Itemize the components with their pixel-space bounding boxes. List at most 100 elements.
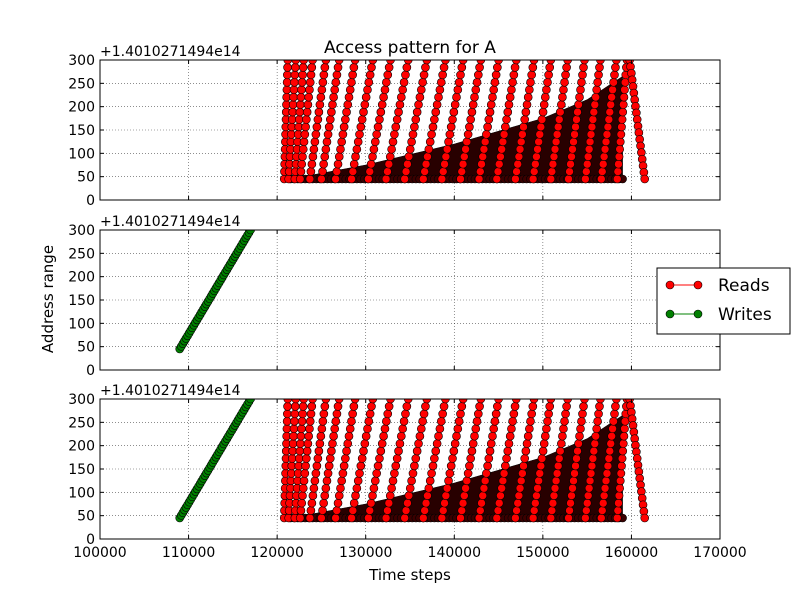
reads-point bbox=[456, 70, 465, 80]
reads-point bbox=[332, 70, 342, 80]
reads-point bbox=[347, 78, 356, 87]
reads-point bbox=[565, 506, 574, 515]
subplot-middle: 0 50 100 150 200 250 300 +1.4010271494e14 bbox=[68, 214, 721, 379]
reads-point bbox=[538, 446, 548, 456]
reads-point bbox=[523, 431, 533, 441]
reads-point bbox=[442, 483, 452, 493]
reads-point bbox=[309, 144, 319, 154]
reads-point bbox=[591, 92, 601, 102]
reads-point bbox=[329, 431, 338, 441]
reads-point bbox=[468, 100, 478, 109]
reads-point bbox=[546, 60, 556, 65]
reads-point bbox=[380, 85, 390, 95]
y-tick-label: 250 bbox=[68, 415, 95, 431]
reads-point bbox=[424, 483, 434, 493]
reads-point bbox=[595, 63, 604, 72]
reads-point bbox=[313, 454, 323, 463]
reads-point bbox=[428, 122, 438, 132]
reads-point bbox=[392, 454, 402, 463]
reads-point bbox=[319, 409, 329, 419]
reads-point bbox=[533, 144, 542, 154]
reads-point bbox=[319, 498, 328, 508]
reads-point bbox=[357, 454, 367, 463]
reads-point bbox=[614, 491, 624, 500]
reads-point bbox=[441, 491, 451, 500]
reads-point bbox=[552, 469, 562, 478]
reads-point bbox=[574, 100, 583, 109]
reads-point bbox=[306, 70, 316, 80]
reads-point bbox=[364, 513, 373, 523]
reads-point bbox=[298, 144, 308, 154]
reads-point bbox=[607, 431, 616, 441]
reads-point bbox=[582, 498, 592, 508]
reads-point bbox=[348, 70, 357, 80]
reads-point bbox=[614, 152, 624, 161]
reads-point bbox=[391, 461, 401, 471]
reads-point bbox=[514, 152, 524, 161]
reads-point bbox=[587, 461, 597, 471]
reads-point bbox=[360, 100, 370, 109]
reads-point bbox=[493, 63, 502, 72]
reads-point bbox=[462, 476, 472, 486]
reads-point bbox=[328, 100, 337, 109]
reads-point bbox=[295, 513, 305, 523]
reads-point bbox=[359, 107, 368, 117]
reads-point bbox=[525, 424, 534, 434]
reads-point bbox=[349, 159, 359, 169]
reads-point bbox=[561, 70, 570, 80]
reads-point bbox=[526, 417, 535, 426]
reads-point bbox=[296, 431, 306, 441]
reads-point bbox=[322, 476, 332, 486]
reads-point bbox=[619, 439, 628, 448]
reads-point bbox=[612, 513, 622, 523]
reads-point bbox=[597, 174, 606, 184]
reads-point bbox=[349, 498, 359, 508]
reads-point bbox=[491, 70, 501, 80]
reads-point bbox=[580, 399, 589, 404]
reads-point bbox=[384, 402, 394, 411]
reads-point bbox=[297, 159, 307, 169]
reads-point bbox=[403, 159, 412, 169]
reads-point bbox=[419, 409, 429, 419]
reads-point bbox=[424, 144, 434, 154]
reads-point bbox=[476, 60, 486, 65]
reads-point bbox=[582, 167, 591, 176]
reads-point bbox=[437, 174, 447, 184]
reads-point bbox=[305, 174, 315, 184]
reads-point bbox=[600, 144, 610, 154]
reads-point bbox=[583, 152, 593, 161]
reads-point bbox=[288, 439, 298, 448]
reads-point bbox=[494, 159, 504, 169]
reads-point bbox=[372, 130, 381, 139]
reads-point bbox=[605, 446, 615, 456]
reads-point bbox=[546, 399, 556, 404]
reads-point bbox=[614, 159, 623, 169]
reads-point bbox=[569, 476, 578, 486]
reads-point bbox=[342, 446, 351, 456]
reads-point bbox=[405, 483, 415, 493]
x-tick-label: 100000 bbox=[73, 545, 126, 561]
reads-point bbox=[400, 174, 409, 184]
reads-point bbox=[282, 417, 292, 426]
reads-point bbox=[574, 439, 583, 448]
reads-point bbox=[288, 107, 297, 117]
reads-point bbox=[589, 107, 599, 117]
reads-point bbox=[296, 100, 305, 109]
reads-point bbox=[311, 130, 321, 139]
reads-point bbox=[398, 424, 407, 434]
reads-point bbox=[296, 506, 306, 515]
reads-point bbox=[590, 439, 600, 448]
reads-point bbox=[528, 402, 538, 411]
reads-point bbox=[590, 100, 600, 109]
x-tick-label: 160000 bbox=[605, 545, 658, 561]
reads-point bbox=[449, 446, 459, 456]
reads-point bbox=[384, 498, 394, 508]
reads-point bbox=[465, 122, 474, 132]
reads-point bbox=[532, 491, 541, 500]
reads-point bbox=[479, 144, 489, 154]
reads-point bbox=[497, 483, 506, 493]
reads-point bbox=[302, 107, 312, 117]
reads-point bbox=[493, 402, 502, 411]
reads-point bbox=[461, 144, 470, 154]
reads-point bbox=[470, 92, 479, 102]
